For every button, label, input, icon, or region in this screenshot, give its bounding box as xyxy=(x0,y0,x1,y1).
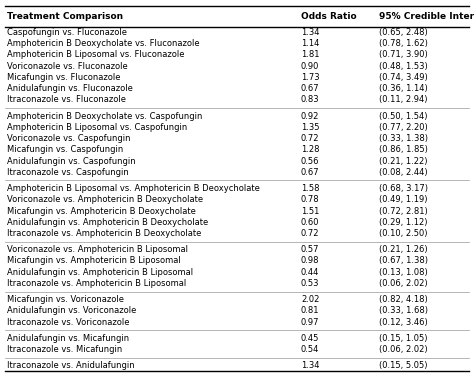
Text: (0.82, 4.18): (0.82, 4.18) xyxy=(379,295,428,304)
Text: 0.78: 0.78 xyxy=(301,195,319,204)
Text: (0.48, 1.53): (0.48, 1.53) xyxy=(379,61,428,70)
Text: Amphotericin B Deoxycholate vs. Fluconazole: Amphotericin B Deoxycholate vs. Fluconaz… xyxy=(7,39,200,48)
Text: Itraconazole vs. Voriconazole: Itraconazole vs. Voriconazole xyxy=(7,318,129,327)
Text: (0.71, 3.90): (0.71, 3.90) xyxy=(379,50,428,59)
Text: Anidulafungin vs. Amphotericin B Liposomal: Anidulafungin vs. Amphotericin B Liposom… xyxy=(7,268,193,277)
Text: Anidulafungin vs. Amphotericin B Deoxycholate: Anidulafungin vs. Amphotericin B Deoxych… xyxy=(7,218,209,227)
Text: 0.53: 0.53 xyxy=(301,279,319,288)
Text: 1.81: 1.81 xyxy=(301,50,319,59)
Text: 0.83: 0.83 xyxy=(301,95,319,104)
Text: Itraconazole vs. Fluconazole: Itraconazole vs. Fluconazole xyxy=(7,95,126,104)
Text: 0.97: 0.97 xyxy=(301,318,319,327)
Text: Micafungin vs. Fluconazole: Micafungin vs. Fluconazole xyxy=(7,73,120,82)
Text: 1.34: 1.34 xyxy=(301,361,319,370)
Text: (0.21, 1.26): (0.21, 1.26) xyxy=(379,245,428,254)
Text: (0.33, 1.38): (0.33, 1.38) xyxy=(379,134,428,143)
Text: 95% Credible Interval: 95% Credible Interval xyxy=(379,12,474,21)
Text: 1.58: 1.58 xyxy=(301,184,319,193)
Text: 2.02: 2.02 xyxy=(301,295,319,304)
Text: (0.67, 1.38): (0.67, 1.38) xyxy=(379,256,428,265)
Text: 1.73: 1.73 xyxy=(301,73,319,82)
Text: 1.51: 1.51 xyxy=(301,207,319,216)
Text: Itraconazole vs. Amphotericin B Deoxycholate: Itraconazole vs. Amphotericin B Deoxycho… xyxy=(7,229,201,238)
Text: Voriconazole vs. Amphotericin B Liposomal: Voriconazole vs. Amphotericin B Liposoma… xyxy=(7,245,188,254)
Text: 0.45: 0.45 xyxy=(301,334,319,343)
Text: 0.67: 0.67 xyxy=(301,84,319,93)
Text: 1.14: 1.14 xyxy=(301,39,319,48)
Text: Anidulafungin vs. Caspofungin: Anidulafungin vs. Caspofungin xyxy=(7,156,136,166)
Text: (0.13, 1.08): (0.13, 1.08) xyxy=(379,268,428,277)
Text: 0.72: 0.72 xyxy=(301,134,319,143)
Text: (0.65, 2.48): (0.65, 2.48) xyxy=(379,28,428,37)
Text: Micafungin vs. Amphotericin B Deoxycholate: Micafungin vs. Amphotericin B Deoxychola… xyxy=(7,207,196,216)
Text: (0.15, 5.05): (0.15, 5.05) xyxy=(379,361,428,370)
Text: Voriconazole vs. Fluconazole: Voriconazole vs. Fluconazole xyxy=(7,61,128,70)
Text: Itraconazole vs. Anidulafungin: Itraconazole vs. Anidulafungin xyxy=(7,361,135,370)
Text: (0.12, 3.46): (0.12, 3.46) xyxy=(379,318,428,327)
Text: 0.54: 0.54 xyxy=(301,345,319,354)
Text: Micafungin vs. Caspofungin: Micafungin vs. Caspofungin xyxy=(7,146,123,154)
Text: 0.98: 0.98 xyxy=(301,256,319,265)
Text: Odds Ratio: Odds Ratio xyxy=(301,12,356,21)
Text: 0.60: 0.60 xyxy=(301,218,319,227)
Text: (0.06, 2.02): (0.06, 2.02) xyxy=(379,345,428,354)
Text: Amphotericin B Liposomal vs. Amphotericin B Deoxycholate: Amphotericin B Liposomal vs. Amphoterici… xyxy=(7,184,260,193)
Text: Anidulafungin vs. Fluconazole: Anidulafungin vs. Fluconazole xyxy=(7,84,133,93)
Text: Anidulafungin vs. Micafungin: Anidulafungin vs. Micafungin xyxy=(7,334,129,343)
Text: (0.33, 1.68): (0.33, 1.68) xyxy=(379,307,428,316)
Text: (0.29, 1.12): (0.29, 1.12) xyxy=(379,218,428,227)
Text: Voriconazole vs. Caspofungin: Voriconazole vs. Caspofungin xyxy=(7,134,131,143)
Text: (0.15, 1.05): (0.15, 1.05) xyxy=(379,334,428,343)
Text: (0.74, 3.49): (0.74, 3.49) xyxy=(379,73,428,82)
Text: (0.72, 2.81): (0.72, 2.81) xyxy=(379,207,428,216)
Text: (0.78, 1.62): (0.78, 1.62) xyxy=(379,39,428,48)
Text: (0.77, 2.20): (0.77, 2.20) xyxy=(379,123,428,132)
Text: (0.10, 2.50): (0.10, 2.50) xyxy=(379,229,428,238)
Text: (0.11, 2.94): (0.11, 2.94) xyxy=(379,95,428,104)
Text: 0.56: 0.56 xyxy=(301,156,319,166)
Text: Itraconazole vs. Micafungin: Itraconazole vs. Micafungin xyxy=(7,345,122,354)
Text: (0.68, 3.17): (0.68, 3.17) xyxy=(379,184,428,193)
Text: 0.72: 0.72 xyxy=(301,229,319,238)
Text: 0.67: 0.67 xyxy=(301,168,319,177)
Text: (0.86, 1.85): (0.86, 1.85) xyxy=(379,146,428,154)
Text: Amphotericin B Liposomal vs. Fluconazole: Amphotericin B Liposomal vs. Fluconazole xyxy=(7,50,184,59)
Text: Itraconazole vs. Amphotericin B Liposomal: Itraconazole vs. Amphotericin B Liposoma… xyxy=(7,279,186,288)
Text: Micafungin vs. Amphotericin B Liposomal: Micafungin vs. Amphotericin B Liposomal xyxy=(7,256,181,265)
Text: Anidulafungin vs. Voriconazole: Anidulafungin vs. Voriconazole xyxy=(7,307,137,316)
Text: (0.08, 2.44): (0.08, 2.44) xyxy=(379,168,428,177)
Text: 0.90: 0.90 xyxy=(301,61,319,70)
Text: Treatment Comparison: Treatment Comparison xyxy=(7,12,123,21)
Text: 0.81: 0.81 xyxy=(301,307,319,316)
Text: Amphotericin B Deoxycholate vs. Caspofungin: Amphotericin B Deoxycholate vs. Caspofun… xyxy=(7,112,202,121)
Text: Micafungin vs. Voriconazole: Micafungin vs. Voriconazole xyxy=(7,295,124,304)
Text: Itraconazole vs. Caspofungin: Itraconazole vs. Caspofungin xyxy=(7,168,129,177)
Text: 1.28: 1.28 xyxy=(301,146,319,154)
Text: (0.49, 1.19): (0.49, 1.19) xyxy=(379,195,428,204)
Text: Amphotericin B Liposomal vs. Caspofungin: Amphotericin B Liposomal vs. Caspofungin xyxy=(7,123,187,132)
Text: 0.44: 0.44 xyxy=(301,268,319,277)
Text: 1.35: 1.35 xyxy=(301,123,319,132)
Text: Voriconazole vs. Amphotericin B Deoxycholate: Voriconazole vs. Amphotericin B Deoxycho… xyxy=(7,195,203,204)
Text: Caspofungin vs. Fluconazole: Caspofungin vs. Fluconazole xyxy=(7,28,127,37)
Text: (0.50, 1.54): (0.50, 1.54) xyxy=(379,112,428,121)
Text: 1.34: 1.34 xyxy=(301,28,319,37)
Text: (0.21, 1.22): (0.21, 1.22) xyxy=(379,156,428,166)
Text: (0.36, 1.14): (0.36, 1.14) xyxy=(379,84,428,93)
Text: (0.06, 2.02): (0.06, 2.02) xyxy=(379,279,428,288)
Text: 0.92: 0.92 xyxy=(301,112,319,121)
Text: 0.57: 0.57 xyxy=(301,245,319,254)
